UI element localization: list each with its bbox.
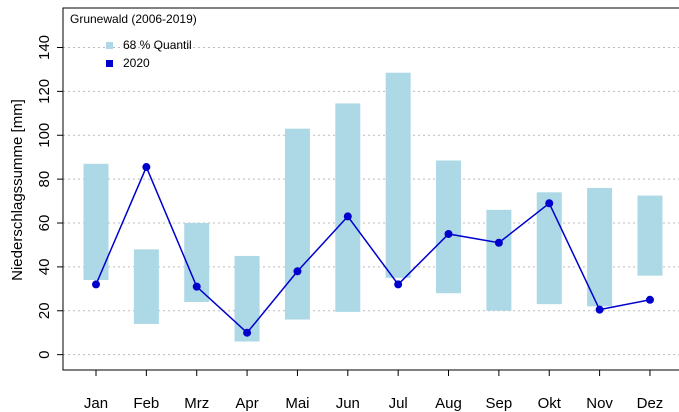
y-tick-label: 120	[36, 79, 53, 104]
point	[444, 229, 453, 238]
x-tick-label: Jun	[336, 395, 360, 412]
y-tick-label: 60	[36, 215, 53, 232]
range-bar	[284, 128, 310, 320]
range-bar	[436, 160, 462, 294]
x-tick-label: Apr	[235, 395, 258, 412]
range-bar	[83, 163, 109, 281]
range-bar	[133, 249, 159, 324]
y-tick-label: 20	[36, 302, 53, 319]
range-bar	[486, 209, 512, 311]
range-bar	[335, 103, 361, 312]
y-tick-label: 80	[36, 171, 53, 188]
range-bar	[637, 195, 663, 276]
y-tick-label: 0	[36, 350, 53, 358]
x-tick-label: Jul	[389, 395, 408, 412]
legend-label: 68 % Quantil	[123, 38, 192, 52]
point	[92, 280, 100, 289]
point	[343, 212, 352, 221]
y-axis-label: Niederschlagssumme [mm]	[9, 99, 26, 281]
point	[142, 163, 151, 172]
x-tick-label: Sep	[486, 395, 513, 412]
legend-label: 2020	[123, 56, 150, 70]
legend-title: Grunewald (2006-2019)	[70, 12, 197, 26]
point	[595, 305, 604, 314]
legend-swatch	[106, 42, 113, 49]
range-bar	[234, 255, 260, 342]
range-bar	[536, 192, 562, 305]
x-tick-label: Mai	[285, 395, 309, 412]
x-tick-label: Feb	[133, 395, 159, 412]
x-tick-label: Nov	[586, 395, 613, 412]
y-tick-label: 140	[36, 35, 53, 60]
plot-border	[62, 7, 679, 371]
point	[645, 295, 654, 304]
x-tick-label: Jan	[84, 395, 108, 412]
x-tick-label: Mrz	[184, 395, 209, 412]
x-tick-label: Aug	[435, 395, 462, 412]
x-tick-label: Okt	[538, 395, 562, 412]
point	[243, 328, 252, 337]
y-tick-label: 40	[36, 259, 53, 276]
x-tick-label: Dez	[637, 395, 664, 412]
range-bar	[587, 187, 613, 307]
point	[494, 238, 503, 247]
point	[545, 199, 554, 208]
point	[293, 267, 302, 276]
legend-swatch	[106, 60, 113, 67]
point	[192, 282, 201, 291]
line	[95, 165, 651, 334]
range-bar	[385, 72, 411, 278]
y-tick-label: 100	[36, 123, 53, 148]
point	[394, 280, 403, 289]
